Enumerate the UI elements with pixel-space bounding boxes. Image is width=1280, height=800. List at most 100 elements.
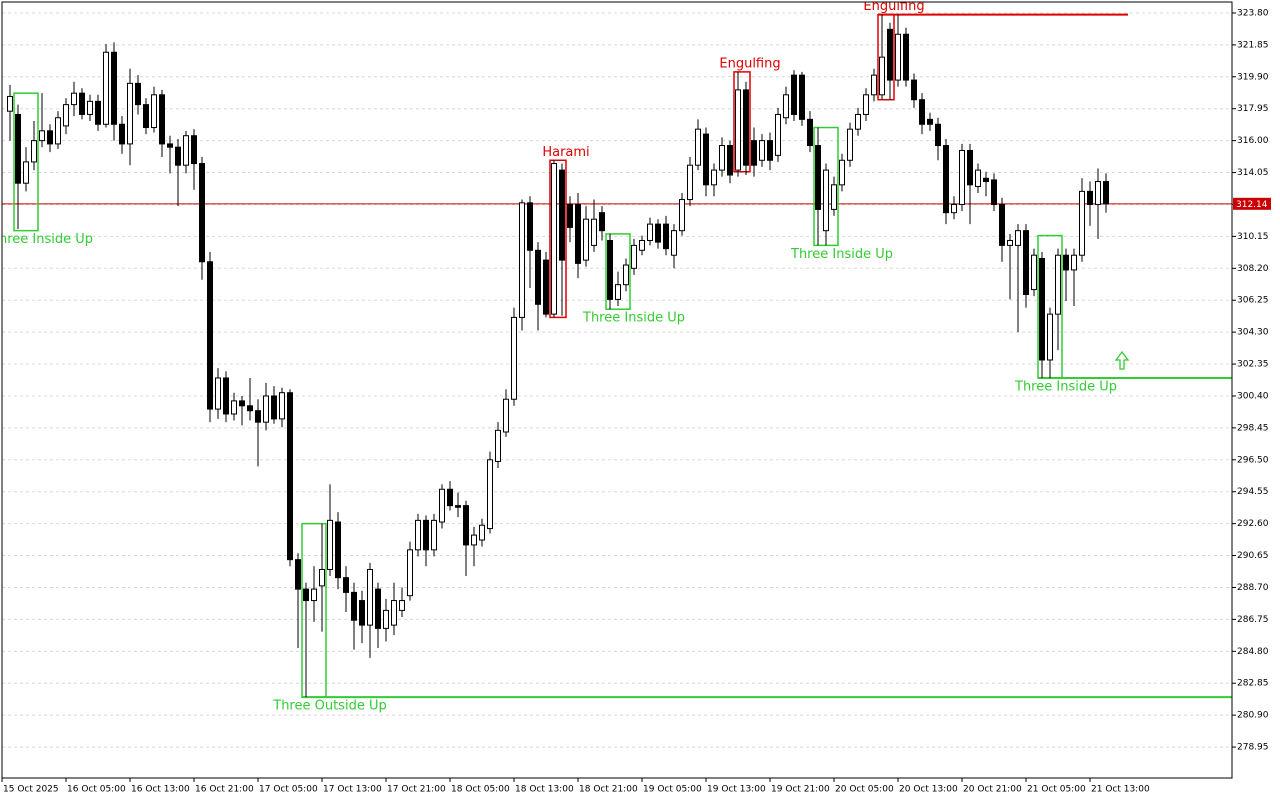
candle-body xyxy=(367,568,373,626)
candle-body xyxy=(983,177,989,183)
candle-body xyxy=(463,505,469,546)
candle-body xyxy=(1015,230,1021,246)
candle-body xyxy=(951,203,957,214)
candle-body xyxy=(303,588,309,602)
candle-body xyxy=(1079,190,1085,256)
candle-body xyxy=(583,218,589,261)
candle-body xyxy=(479,524,485,541)
x-tick-label: 16 Oct 05:00 xyxy=(67,785,126,795)
candle-body xyxy=(743,89,749,166)
y-tick-label: 321.85 xyxy=(1237,40,1269,50)
candle-body xyxy=(279,392,285,420)
candle-body xyxy=(991,179,997,205)
candle-body xyxy=(87,100,93,115)
candle-body xyxy=(183,135,189,166)
candle-body xyxy=(199,163,205,263)
candle-body xyxy=(679,199,685,232)
candle-body xyxy=(927,118,933,125)
x-tick-label: 18 Oct 13:00 xyxy=(515,785,574,795)
candle-body xyxy=(359,600,365,626)
candle-body xyxy=(335,521,341,579)
plot-area: Three Inside Up Three Outside Up Harami Thr… xyxy=(0,0,1232,714)
candle-body xyxy=(519,202,525,318)
candle-body xyxy=(455,505,461,508)
x-tick-label: 19 Oct 13:00 xyxy=(707,785,766,795)
candle-body xyxy=(567,203,573,228)
candle-body xyxy=(231,400,237,415)
candle-body xyxy=(47,130,53,145)
candle-body xyxy=(375,588,381,629)
pattern-label: Three Inside Up xyxy=(582,311,685,326)
y-tick-label: 306.25 xyxy=(1237,296,1269,306)
candle-body xyxy=(703,133,709,186)
candle-body xyxy=(1087,190,1093,205)
y-tick-label: 298.45 xyxy=(1237,423,1269,433)
candle-body xyxy=(1055,254,1061,315)
candle-body xyxy=(1095,181,1101,205)
candle-body xyxy=(735,89,741,171)
x-tick-label: 17 Oct 13:00 xyxy=(323,785,382,795)
candle-body xyxy=(167,143,173,148)
plot-frame xyxy=(1,1,1233,779)
candle-body xyxy=(687,164,693,201)
candle-body xyxy=(823,169,829,232)
y-tick-label: 316.00 xyxy=(1237,136,1269,146)
candle-body xyxy=(79,92,85,115)
candle-body xyxy=(599,212,605,232)
candle-body xyxy=(559,169,565,261)
y-tick-label: 280.90 xyxy=(1237,711,1269,721)
candle-body xyxy=(935,123,941,147)
x-tick-label: 19 Oct 21:00 xyxy=(771,785,830,795)
candle-body xyxy=(447,488,453,507)
candle-body xyxy=(263,395,269,423)
axes: 323.80 321.85 319.90 317.95 316.00 314.05 312.… xyxy=(1,8,1271,795)
y-tick-label: 294.55 xyxy=(1237,487,1269,497)
x-tick-label: 16 Oct 13:00 xyxy=(131,785,190,795)
candle-body xyxy=(239,400,245,407)
candle-body xyxy=(887,28,893,81)
candle-body xyxy=(175,146,181,166)
candle-body xyxy=(103,51,109,125)
candle-body xyxy=(71,92,77,106)
pattern-label: Engulfing xyxy=(719,56,780,71)
pattern-label: Engulfing xyxy=(863,0,924,14)
candle-body xyxy=(975,169,981,187)
candle-body xyxy=(15,113,21,184)
candle-body xyxy=(855,113,861,130)
candle-body xyxy=(815,145,821,210)
x-tick-label: 20 Oct 13:00 xyxy=(899,785,958,795)
candle-body xyxy=(431,519,437,551)
y-tick-label: 317.95 xyxy=(1237,104,1269,114)
candle-body xyxy=(407,549,413,597)
candle-body xyxy=(775,113,781,156)
candle-body xyxy=(415,519,421,551)
pattern-label: Three Inside Up xyxy=(0,232,93,247)
pattern-box xyxy=(733,71,751,173)
y-tick-label: 308.20 xyxy=(1237,264,1269,274)
candle-body xyxy=(535,249,541,305)
candle-body xyxy=(919,99,925,125)
candle-body xyxy=(383,609,389,629)
x-tick-label: 17 Oct 05:00 xyxy=(259,785,318,795)
candle-body xyxy=(847,128,853,161)
candle-body xyxy=(1007,239,1013,246)
candle-body xyxy=(159,94,165,145)
candle-body xyxy=(831,184,837,210)
last-price-label: 312.14 xyxy=(1236,200,1268,210)
candle-body xyxy=(55,117,61,145)
y-tick-label: 290.65 xyxy=(1237,551,1269,561)
candle-body xyxy=(287,392,293,561)
pattern-label: Three Outside Up xyxy=(272,699,386,714)
candle-body xyxy=(631,244,637,269)
candle-body xyxy=(791,74,797,115)
candle-body xyxy=(671,230,677,256)
candle-body xyxy=(807,118,813,147)
y-tick-label: 282.85 xyxy=(1237,679,1269,689)
candle-body xyxy=(1039,257,1045,361)
candle-body xyxy=(647,223,653,241)
candle-body xyxy=(639,239,645,251)
candle-body xyxy=(399,600,405,611)
candle-body xyxy=(255,410,261,423)
